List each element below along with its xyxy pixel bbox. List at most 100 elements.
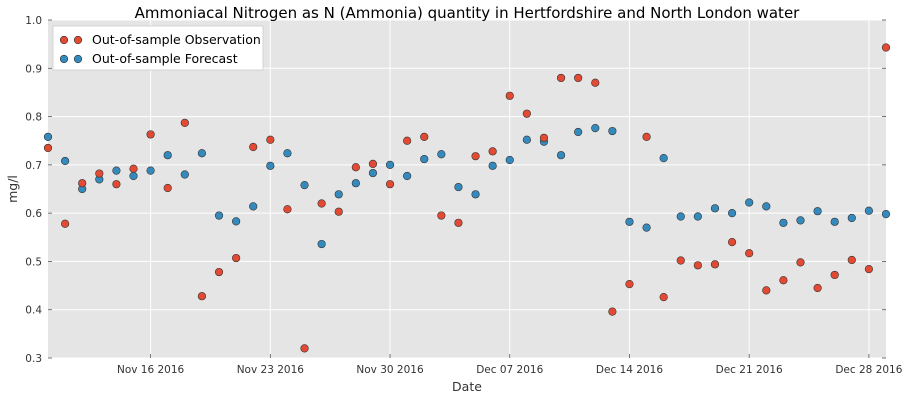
legend: Out-of-sample Observation Out-of-sample … bbox=[52, 25, 264, 71]
observation-point bbox=[813, 283, 822, 293]
forecast-point bbox=[505, 155, 514, 165]
forecast-point bbox=[625, 217, 634, 226]
observation-point bbox=[385, 180, 395, 189]
forecast-point bbox=[591, 124, 600, 133]
x-axis: Nov 16 2016 Nov 23 2016 Nov 30 2016 Dec 07 … bbox=[117, 354, 903, 376]
y-tick-label: 1.0 bbox=[25, 15, 42, 27]
observation-point bbox=[642, 132, 651, 141]
grid-lines bbox=[48, 19, 886, 359]
forecast-point bbox=[676, 212, 685, 221]
forecast-point bbox=[556, 151, 566, 160]
forecast-point bbox=[830, 217, 839, 226]
observation-point bbox=[471, 152, 480, 161]
x-tick-label: Nov 16 2016 bbox=[117, 364, 185, 376]
y-tick-label: 0.4 bbox=[25, 305, 42, 317]
forecast-point bbox=[659, 153, 668, 163]
forecast-point bbox=[368, 168, 378, 178]
forecast-point bbox=[522, 135, 531, 144]
observation-point bbox=[830, 270, 839, 280]
x-tick-label: Dec 28 2016 bbox=[835, 364, 902, 376]
forecast-point bbox=[197, 149, 207, 158]
observation-point bbox=[488, 147, 497, 156]
y-tick-label: 0.3 bbox=[25, 353, 42, 365]
forecast-point bbox=[112, 166, 121, 175]
forecast-point bbox=[471, 190, 480, 199]
forecast-point bbox=[710, 204, 720, 213]
observation-point bbox=[625, 280, 634, 289]
x-axis-label: Date bbox=[452, 379, 482, 394]
observation-point bbox=[146, 130, 155, 139]
forecast-point bbox=[454, 182, 463, 192]
forecast-point bbox=[727, 209, 737, 218]
forecast-point bbox=[317, 239, 326, 249]
observation-point bbox=[574, 73, 583, 83]
observation-point bbox=[78, 179, 87, 188]
legend-box bbox=[52, 25, 264, 71]
data-points bbox=[43, 43, 891, 353]
plot-background bbox=[48, 20, 886, 358]
observation-point bbox=[163, 183, 172, 193]
forecast-point bbox=[642, 223, 651, 232]
x-tick-label: Nov 30 2016 bbox=[356, 364, 424, 376]
legend-marker-forecast bbox=[59, 54, 69, 64]
forecast-point bbox=[813, 207, 822, 216]
observation-point bbox=[61, 219, 70, 228]
y-tick-label: 0.9 bbox=[25, 63, 42, 75]
forecast-point bbox=[847, 213, 856, 223]
observation-point bbox=[266, 135, 275, 144]
observation-point bbox=[437, 211, 446, 220]
forecast-point bbox=[61, 156, 70, 166]
observation-point bbox=[129, 164, 138, 173]
observation-point bbox=[249, 142, 258, 152]
x-tick-label: Dec 14 2016 bbox=[596, 364, 663, 376]
observation-point bbox=[95, 169, 104, 178]
observation-point bbox=[454, 218, 463, 227]
forecast-point bbox=[796, 216, 805, 225]
observation-point bbox=[727, 238, 737, 247]
observation-point bbox=[403, 136, 412, 145]
forecast-point bbox=[574, 127, 583, 137]
x-tick-label: Dec 07 2016 bbox=[476, 364, 543, 376]
forecast-point bbox=[163, 151, 172, 160]
forecast-point bbox=[214, 211, 224, 220]
observation-point bbox=[232, 253, 241, 263]
forecast-point bbox=[232, 217, 241, 226]
y-axis: 0.3 0.4 0.5 0.6 0.7 0.8 0.9 1.0 bbox=[25, 15, 886, 365]
forecast-point bbox=[864, 206, 873, 215]
forecast-point bbox=[693, 212, 702, 221]
forecast-point bbox=[249, 202, 258, 211]
observation-point bbox=[317, 199, 326, 208]
observation-point bbox=[351, 163, 360, 172]
observation-point bbox=[180, 118, 189, 127]
observation-point bbox=[881, 43, 891, 52]
observation-point bbox=[505, 91, 514, 100]
forecast-point bbox=[129, 171, 138, 181]
forecast-point bbox=[351, 179, 360, 188]
observation-point bbox=[368, 159, 378, 168]
forecast-point bbox=[300, 181, 309, 190]
observation-point bbox=[197, 292, 207, 301]
forecast-point bbox=[334, 190, 343, 199]
forecast-point bbox=[43, 132, 53, 141]
observation-point bbox=[283, 205, 292, 214]
observation-point bbox=[847, 255, 856, 265]
forecast-point bbox=[779, 218, 788, 227]
y-tick-label: 0.8 bbox=[25, 112, 42, 124]
legend-marker-observation bbox=[59, 35, 69, 45]
forecast-point bbox=[385, 160, 395, 169]
forecast-point bbox=[283, 149, 292, 158]
observation-point bbox=[112, 180, 121, 189]
observation-point bbox=[676, 256, 685, 265]
chart-title: Ammoniacal Nitrogen as N (Ammonia) quant… bbox=[135, 4, 801, 22]
forecast-point bbox=[762, 202, 771, 211]
x-tick-label: Dec 21 2016 bbox=[716, 364, 783, 376]
observation-point bbox=[539, 133, 549, 142]
legend-marker-forecast-2 bbox=[73, 54, 83, 64]
forecast-point bbox=[403, 171, 412, 181]
forecast-point bbox=[266, 161, 275, 170]
observation-point bbox=[420, 132, 429, 141]
forecast-point bbox=[180, 170, 189, 179]
forecast-point bbox=[437, 150, 446, 159]
forecast-point bbox=[146, 166, 155, 175]
observation-point bbox=[659, 293, 668, 302]
